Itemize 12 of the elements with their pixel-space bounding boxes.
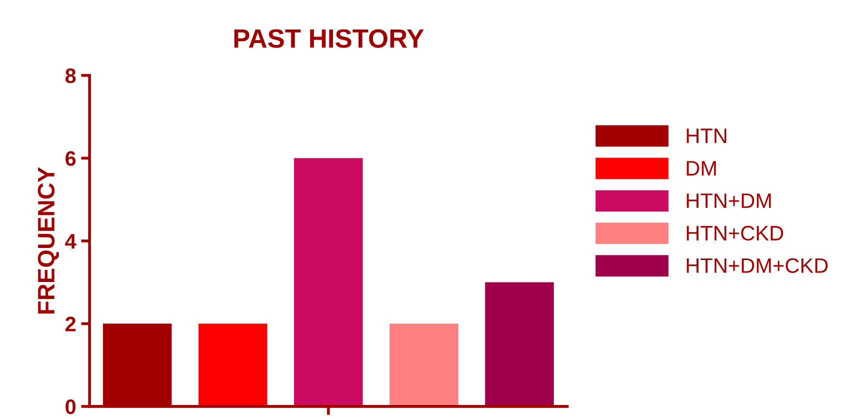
legend-label: HTN+CKD <box>686 226 784 241</box>
y-tick-label: 2 <box>66 316 76 332</box>
legend-label: HTN+DM <box>686 194 771 208</box>
y-tick-label: 8 <box>65 68 76 84</box>
y-tick-label: 4 <box>65 234 76 248</box>
y-tick-label: 6 <box>66 151 76 166</box>
y-tick-label: 0 <box>66 399 76 414</box>
chart-title: PAST HISTORY <box>234 29 424 48</box>
legend-label: HTN <box>686 128 726 143</box>
legend-label: HTN+DM+CKD <box>686 258 828 273</box>
legend-label: DM <box>686 161 716 176</box>
y-axis-title: FREQUENCY <box>38 167 59 314</box>
